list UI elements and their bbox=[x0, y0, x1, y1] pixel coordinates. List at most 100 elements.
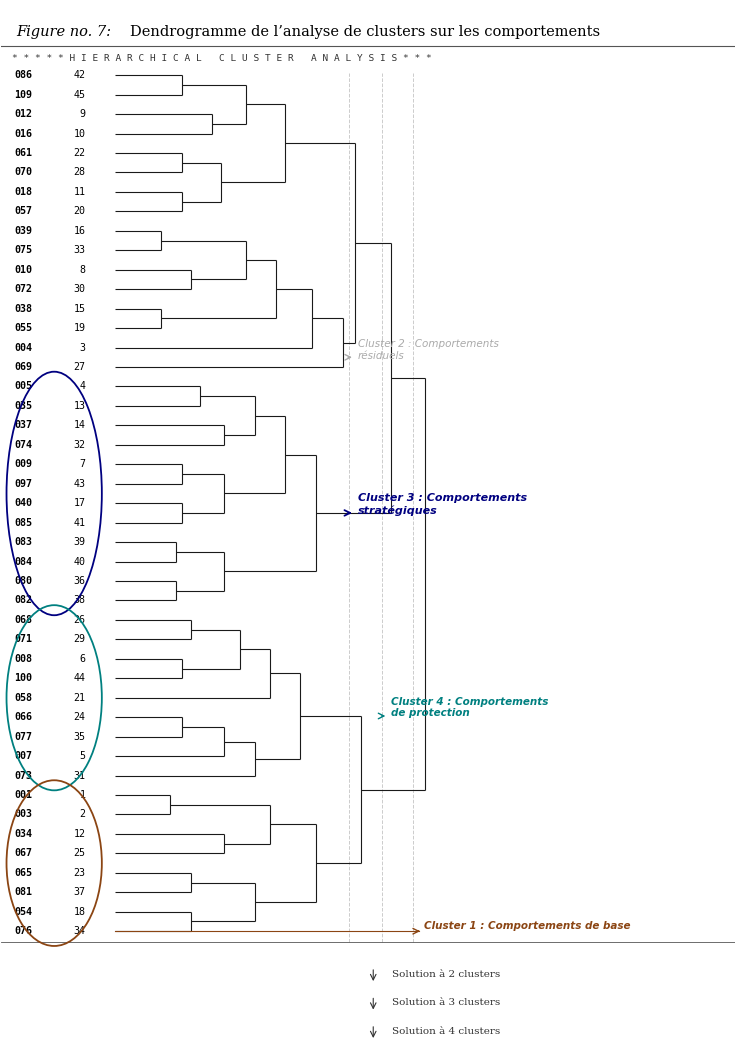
Text: 077: 077 bbox=[15, 731, 32, 742]
Text: 065: 065 bbox=[15, 868, 32, 878]
Text: Cluster 3 : Comportements
stratégiques: Cluster 3 : Comportements stratégiques bbox=[358, 494, 527, 516]
Text: 36: 36 bbox=[74, 576, 85, 586]
Text: 22: 22 bbox=[74, 148, 85, 157]
Text: Solution à 3 clusters: Solution à 3 clusters bbox=[392, 999, 500, 1007]
Text: 018: 018 bbox=[15, 187, 32, 197]
Text: Figure no. 7:: Figure no. 7: bbox=[16, 24, 111, 39]
Text: 016: 016 bbox=[15, 129, 32, 138]
Text: 24: 24 bbox=[74, 712, 85, 722]
Text: 45: 45 bbox=[74, 90, 85, 99]
Text: 30: 30 bbox=[74, 284, 85, 294]
Text: 037: 037 bbox=[15, 421, 32, 430]
Text: 13: 13 bbox=[74, 401, 85, 411]
Text: 069: 069 bbox=[15, 361, 32, 372]
Text: 074: 074 bbox=[15, 440, 32, 450]
Text: 007: 007 bbox=[15, 752, 32, 761]
Text: 9: 9 bbox=[79, 109, 85, 119]
Text: 4: 4 bbox=[79, 382, 85, 391]
Text: 19: 19 bbox=[74, 323, 85, 333]
Text: Cluster 1 : Comportements de base: Cluster 1 : Comportements de base bbox=[424, 921, 630, 931]
Text: 035: 035 bbox=[15, 401, 32, 411]
Text: 009: 009 bbox=[15, 460, 32, 469]
Text: 075: 075 bbox=[15, 245, 32, 256]
Text: 31: 31 bbox=[74, 771, 85, 780]
Text: 21: 21 bbox=[74, 692, 85, 703]
Text: 072: 072 bbox=[15, 284, 32, 294]
Text: 005: 005 bbox=[15, 382, 32, 391]
Text: 18: 18 bbox=[74, 907, 85, 916]
Text: 058: 058 bbox=[15, 692, 32, 703]
Text: Solution à 4 clusters: Solution à 4 clusters bbox=[392, 1026, 500, 1036]
Text: 27: 27 bbox=[74, 361, 85, 372]
Text: 28: 28 bbox=[74, 167, 85, 178]
Text: 34: 34 bbox=[74, 926, 85, 937]
Text: 29: 29 bbox=[74, 634, 85, 645]
Text: Solution à 2 clusters: Solution à 2 clusters bbox=[392, 970, 500, 979]
Text: 085: 085 bbox=[15, 518, 32, 527]
Text: 8: 8 bbox=[79, 264, 85, 275]
Text: 3: 3 bbox=[79, 342, 85, 353]
Text: 010: 010 bbox=[15, 264, 32, 275]
Text: 39: 39 bbox=[74, 537, 85, 548]
Text: 33: 33 bbox=[74, 245, 85, 256]
Text: 5: 5 bbox=[79, 752, 85, 761]
Text: Cluster 4 : Comportements
de protection: Cluster 4 : Comportements de protection bbox=[391, 697, 548, 719]
Text: 44: 44 bbox=[74, 673, 85, 683]
Text: 7: 7 bbox=[79, 460, 85, 469]
Text: 2: 2 bbox=[79, 810, 85, 819]
Text: Dendrogramme de l’analyse de clusters sur les comportements: Dendrogramme de l’analyse de clusters su… bbox=[130, 24, 600, 39]
Text: 32: 32 bbox=[74, 440, 85, 450]
Text: 17: 17 bbox=[74, 498, 85, 508]
Text: 054: 054 bbox=[15, 907, 32, 916]
Text: 055: 055 bbox=[15, 323, 32, 333]
Text: 16: 16 bbox=[74, 226, 85, 236]
Text: 004: 004 bbox=[15, 342, 32, 353]
Text: 1: 1 bbox=[79, 790, 85, 800]
Text: 25: 25 bbox=[74, 849, 85, 858]
Text: 001: 001 bbox=[15, 790, 32, 800]
Text: 14: 14 bbox=[74, 421, 85, 430]
Text: 084: 084 bbox=[15, 557, 32, 567]
Text: 42: 42 bbox=[74, 70, 85, 80]
Text: 039: 039 bbox=[15, 226, 32, 236]
Text: 37: 37 bbox=[74, 887, 85, 897]
Text: 061: 061 bbox=[15, 148, 32, 157]
Text: 003: 003 bbox=[15, 810, 32, 819]
Text: 071: 071 bbox=[15, 634, 32, 645]
Text: 097: 097 bbox=[15, 479, 32, 488]
Text: 40: 40 bbox=[74, 557, 85, 567]
Text: 23: 23 bbox=[74, 868, 85, 878]
Text: Cluster 2 : Comportements
résiduels: Cluster 2 : Comportements résiduels bbox=[358, 339, 498, 360]
Text: 15: 15 bbox=[74, 303, 85, 314]
Text: 38: 38 bbox=[74, 595, 85, 606]
Text: 073: 073 bbox=[15, 771, 32, 780]
Text: 6: 6 bbox=[79, 654, 85, 664]
Text: 083: 083 bbox=[15, 537, 32, 548]
Text: 11: 11 bbox=[74, 187, 85, 197]
Text: 080: 080 bbox=[15, 576, 32, 586]
Text: 100: 100 bbox=[15, 673, 32, 683]
Text: 082: 082 bbox=[15, 595, 32, 606]
Text: 26: 26 bbox=[74, 615, 85, 625]
Text: 070: 070 bbox=[15, 167, 32, 178]
Text: 43: 43 bbox=[74, 479, 85, 488]
Text: 068: 068 bbox=[15, 615, 32, 625]
Text: 35: 35 bbox=[74, 731, 85, 742]
Text: 076: 076 bbox=[15, 926, 32, 937]
Text: 034: 034 bbox=[15, 829, 32, 839]
Text: 040: 040 bbox=[15, 498, 32, 508]
Text: 008: 008 bbox=[15, 654, 32, 664]
Text: 10: 10 bbox=[74, 129, 85, 138]
Text: 20: 20 bbox=[74, 206, 85, 217]
Text: 066: 066 bbox=[15, 712, 32, 722]
Text: 057: 057 bbox=[15, 206, 32, 217]
Text: 038: 038 bbox=[15, 303, 32, 314]
Text: 067: 067 bbox=[15, 849, 32, 858]
Text: * * * * * H I E R A R C H I C A L   C L U S T E R   A N A L Y S I S * * *: * * * * * H I E R A R C H I C A L C L U … bbox=[13, 54, 432, 63]
Text: 012: 012 bbox=[15, 109, 32, 119]
Text: 109: 109 bbox=[15, 90, 32, 99]
Text: 12: 12 bbox=[74, 829, 85, 839]
Text: 41: 41 bbox=[74, 518, 85, 527]
Text: 086: 086 bbox=[15, 70, 32, 80]
Text: 081: 081 bbox=[15, 887, 32, 897]
